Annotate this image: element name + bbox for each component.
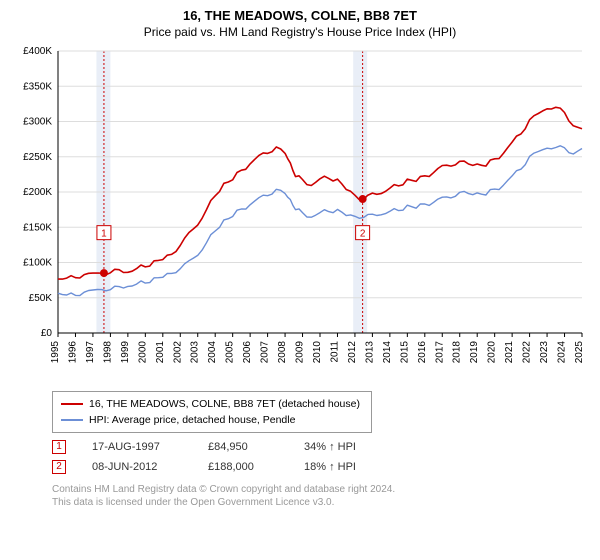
svg-text:2006: 2006 [242,341,253,364]
datapoint-marker: 2 [52,460,66,474]
svg-text:2025: 2025 [574,341,585,364]
svg-text:2: 2 [360,229,366,240]
svg-text:2013: 2013 [364,341,375,364]
svg-text:1: 1 [101,229,107,240]
svg-text:1998: 1998 [102,341,113,364]
svg-text:2002: 2002 [172,341,183,364]
svg-text:2008: 2008 [277,341,288,364]
svg-text:£200K: £200K [23,187,52,198]
svg-text:2016: 2016 [417,341,428,364]
datapoint-marker: 1 [52,440,66,454]
svg-text:2020: 2020 [487,341,498,364]
legend-row: 16, THE MEADOWS, COLNE, BB8 7ET (detache… [61,396,363,412]
legend-row: HPI: Average price, detached house, Pend… [61,412,363,428]
svg-text:2018: 2018 [452,341,463,364]
svg-text:£0: £0 [41,328,53,339]
svg-text:£50K: £50K [29,293,53,304]
svg-text:2015: 2015 [399,341,410,364]
svg-text:2017: 2017 [434,341,445,364]
svg-text:1997: 1997 [85,341,96,364]
svg-text:£250K: £250K [23,152,52,163]
datapoint-price: £84,950 [208,441,278,453]
svg-text:2007: 2007 [260,341,271,364]
datapoint-date: 08-JUN-2012 [92,461,182,473]
sale-datapoints: 1 17-AUG-1997 £84,950 34% ↑ HPI 2 08-JUN-2012… [52,437,588,477]
svg-text:£100K: £100K [23,258,52,269]
svg-text:2004: 2004 [207,341,218,364]
svg-text:2011: 2011 [329,341,340,363]
svg-text:£350K: £350K [23,81,52,92]
svg-text:2014: 2014 [382,341,393,364]
datapoint-row: 1 17-AUG-1997 £84,950 34% ↑ HPI [52,437,588,457]
svg-text:2009: 2009 [295,341,306,364]
legend: 16, THE MEADOWS, COLNE, BB8 7ET (detache… [52,391,372,433]
svg-text:2024: 2024 [557,341,568,364]
page-title: 16, THE MEADOWS, COLNE, BB8 7ET [12,8,588,23]
svg-text:£150K: £150K [23,222,52,233]
svg-text:£400K: £400K [23,46,52,57]
svg-text:1996: 1996 [67,341,78,364]
svg-text:2021: 2021 [504,341,515,364]
svg-text:2010: 2010 [312,341,323,364]
datapoint-date: 17-AUG-1997 [92,441,182,453]
svg-text:2023: 2023 [539,341,550,364]
svg-text:1999: 1999 [120,341,131,364]
legend-label: HPI: Average price, detached house, Pend… [89,414,295,426]
svg-text:2005: 2005 [225,341,236,364]
page-subtitle: Price paid vs. HM Land Registry's House … [12,25,588,39]
datapoint-price: £188,000 [208,461,278,473]
datapoint-pct: 34% ↑ HPI [304,441,394,453]
footnote-line: This data is licensed under the Open Gov… [52,496,588,509]
footnote: Contains HM Land Registry data © Crown c… [52,483,588,509]
footnote-line: Contains HM Land Registry data © Crown c… [52,483,588,496]
svg-text:2001: 2001 [155,341,166,364]
svg-text:2012: 2012 [347,341,358,364]
price-chart: £0 £50K £100K £150K £200K £250K £300K £350K £400… [12,45,588,385]
legend-label: 16, THE MEADOWS, COLNE, BB8 7ET (detache… [89,398,360,410]
svg-text:2000: 2000 [137,341,148,364]
svg-text:2022: 2022 [522,341,533,364]
legend-swatch [61,419,83,421]
svg-text:£300K: £300K [23,117,52,128]
svg-text:2003: 2003 [190,341,201,364]
datapoint-pct: 18% ↑ HPI [304,461,394,473]
svg-text:2019: 2019 [469,341,480,364]
datapoint-row: 2 08-JUN-2012 £188,000 18% ↑ HPI [52,457,588,477]
svg-text:1995: 1995 [50,341,61,364]
legend-swatch [61,403,83,405]
